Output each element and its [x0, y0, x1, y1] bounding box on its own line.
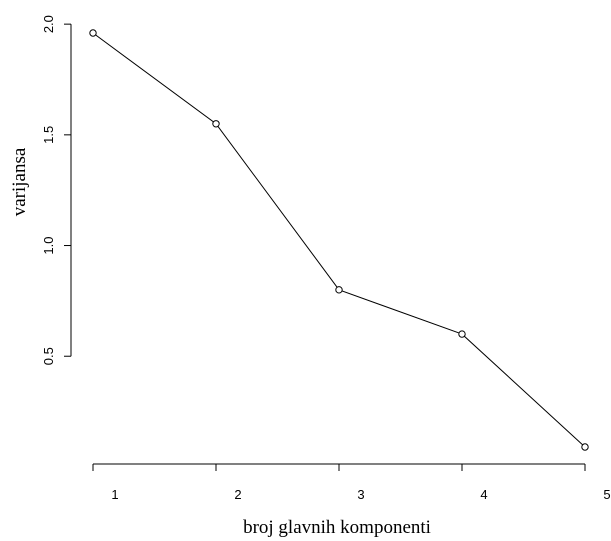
data-point — [581, 443, 589, 451]
series-line — [92, 32, 586, 448]
data-point — [212, 120, 220, 128]
x-tick-label: 5 — [603, 487, 610, 502]
data-point — [89, 29, 97, 37]
y-ticks: 0.5 1.0 1.5 2.0 — [41, 15, 71, 365]
x-tick-label: 2 — [234, 487, 241, 502]
series-group — [89, 29, 589, 451]
data-point — [335, 286, 343, 294]
x-tick-label: 3 — [357, 487, 364, 502]
y-axis-title: varijansa — [9, 147, 30, 216]
y-tick-label: 0.5 — [41, 347, 56, 365]
x-tick-label: 4 — [480, 487, 487, 502]
x-tick-label: 1 — [111, 487, 118, 502]
x-axis-title: broj glavnih komponenti — [243, 517, 431, 538]
y-tick-label: 2.0 — [41, 15, 56, 33]
y-tick-label: 1.5 — [41, 126, 56, 144]
data-point — [458, 330, 466, 338]
y-tick-label: 1.0 — [41, 236, 56, 254]
x-axis: 1 2 3 4 5 — [92, 463, 611, 502]
x-ticks: 1 2 3 4 5 — [92, 464, 611, 502]
y-axis: 0.5 1.0 1.5 2.0 — [41, 15, 72, 365]
